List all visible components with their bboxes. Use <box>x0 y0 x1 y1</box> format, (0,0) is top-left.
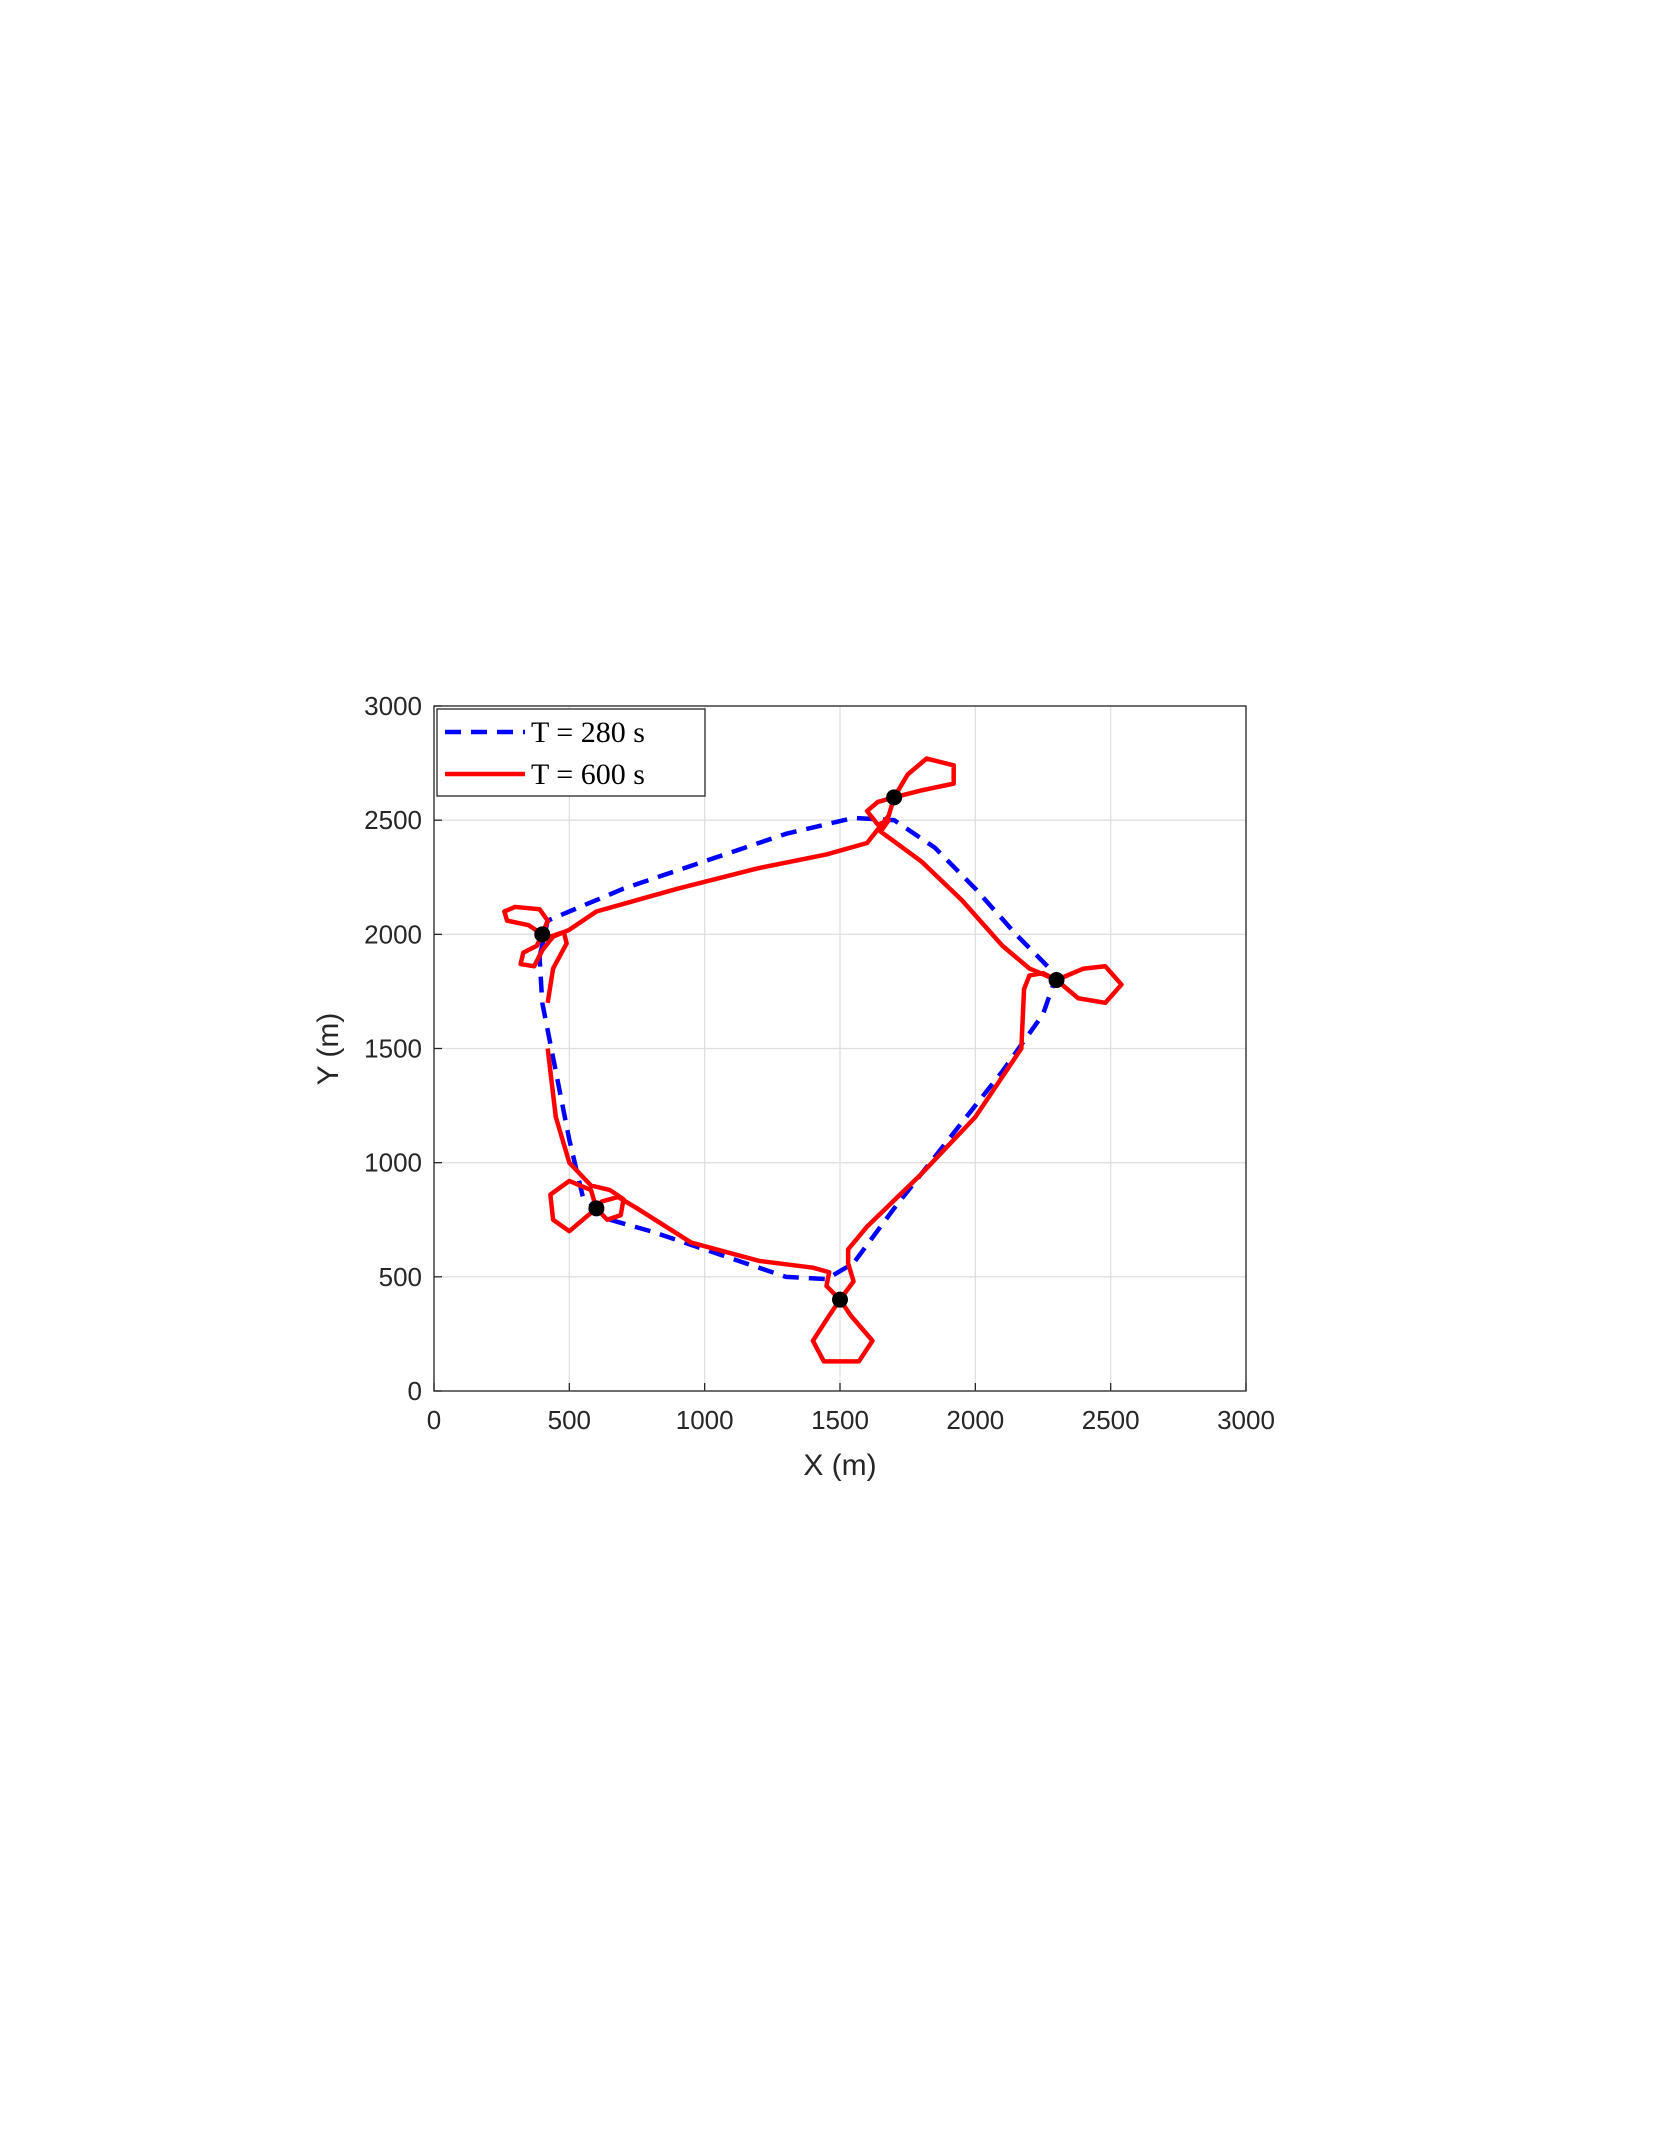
series-line <box>537 815 1059 1282</box>
x-tick-label: 2500 <box>1082 1405 1140 1435</box>
legend-box <box>436 708 706 797</box>
point <box>832 1291 848 1308</box>
point <box>886 789 903 806</box>
x-tick-label: 1000 <box>676 1405 734 1435</box>
legend-label: T = 280 s <box>531 716 645 749</box>
series-line <box>502 756 1124 1364</box>
x-tick-label: 500 <box>548 1405 591 1435</box>
y-tick-label: 1500 <box>364 1034 422 1064</box>
y-tick-label: 3000 <box>364 691 422 721</box>
point <box>1048 972 1065 988</box>
y-axis-label: Y (m) <box>312 1013 345 1086</box>
x-tick-label: 0 <box>427 1405 441 1435</box>
x-tick-label: 3000 <box>1217 1405 1275 1435</box>
y-tick-label: 500 <box>379 1262 422 1292</box>
y-tick-label: 1000 <box>364 1148 422 1178</box>
y-tick-label: 2500 <box>364 805 422 835</box>
x-tick-label: 1500 <box>811 1405 869 1435</box>
x-axis-label: X (m) <box>803 1449 876 1482</box>
legend-label: T = 600 s <box>531 758 645 791</box>
y-tick-label: 0 <box>408 1376 422 1406</box>
y-tick-label: 2000 <box>364 919 422 949</box>
x-tick-label: 2000 <box>946 1405 1004 1435</box>
plot-frame <box>433 705 1247 1392</box>
point <box>588 1200 605 1217</box>
point <box>534 926 551 943</box>
